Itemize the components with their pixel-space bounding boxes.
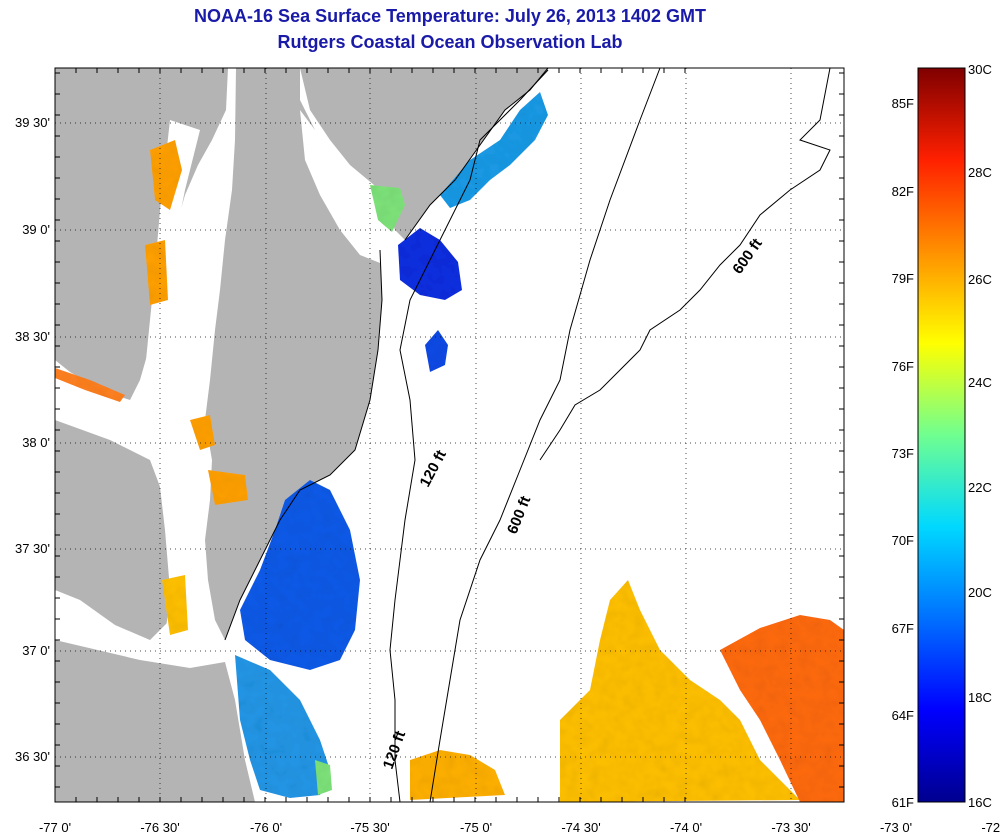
lat-label-39-0: 39 0'	[22, 222, 50, 237]
colorbar-label-85f: 85F	[892, 96, 914, 111]
colorbar-label-30c: 30C	[968, 62, 992, 77]
lat-label-37-30: 37 30'	[15, 541, 50, 556]
lon-label-76-0: -76 0'	[250, 820, 282, 835]
lat-label-38-30: 38 30'	[15, 329, 50, 344]
coastline-nj	[404, 68, 549, 241]
colorbar-label-24c: 24C	[968, 375, 992, 390]
land-norfolk	[55, 640, 255, 802]
land-western-shore-south	[55, 420, 175, 640]
sst-patch-cape-may	[398, 228, 462, 300]
colorbar-label-16c: 16C	[968, 795, 992, 810]
sst-patch-offshore-south	[410, 750, 505, 800]
sst-patch-offshore-warm	[720, 615, 844, 802]
lon-label-73-0: -73 0'	[880, 820, 912, 835]
colorbar-label-18c: 18C	[968, 690, 992, 705]
colorbar-label-22c: 22C	[968, 480, 992, 495]
colorbar-label-64f: 64F	[892, 708, 914, 723]
colorbar-label-70f: 70F	[892, 533, 914, 548]
map-title: NOAA-16 Sea Surface Temperature: July 26…	[194, 6, 706, 26]
coastline-delmarva	[224, 249, 383, 641]
colorbar-label-20c: 20C	[968, 585, 992, 600]
colorbar	[917, 67, 966, 803]
lon-label-72-30: -72 30'	[981, 820, 1000, 835]
sst-patch-potomac-warm	[55, 368, 125, 402]
lat-label-38-0: 38 0'	[22, 435, 50, 450]
sst-patch-nj-coast	[440, 92, 548, 208]
lon-label-74-0: -74 0'	[670, 820, 702, 835]
colorbar-label-26c: 26C	[968, 272, 992, 287]
sst-patch-virginia-coast	[235, 655, 330, 798]
lon-label-73-30: -73 30'	[771, 820, 810, 835]
contour-600ft-south	[429, 68, 661, 802]
lon-label-76-30: -76 30'	[140, 820, 179, 835]
colorbar-label-61f: 61F	[892, 795, 914, 810]
colorbar-label-76f: 76F	[892, 359, 914, 374]
sst-patch-bay-warm-1	[150, 140, 182, 210]
lat-label-36-30: 36 30'	[15, 749, 50, 764]
colorbar-label-79f: 79F	[892, 271, 914, 286]
map-subtitle: Rutgers Coastal Ocean Observation Lab	[277, 32, 623, 52]
lon-label-75-30: -75 30'	[350, 820, 389, 835]
sst-patch-delmarva-south	[240, 480, 360, 670]
colorbar-label-28c: 28C	[968, 165, 992, 180]
land-new-jersey	[300, 68, 548, 240]
sst-patch-bay-warm-2	[145, 240, 168, 305]
colorbar-label-82f: 82F	[892, 184, 914, 199]
sst-patch-delmarva-north	[425, 330, 448, 372]
contour-600ft-north	[539, 68, 831, 461]
lon-label-75-0: -75 0'	[460, 820, 492, 835]
sst-patch-bay-warm-5	[162, 575, 188, 635]
delaware-bay	[300, 110, 392, 265]
sst-patch-delaware-bay	[370, 185, 405, 232]
map-frame	[54, 67, 845, 803]
sst-patch-offshore-east	[560, 580, 800, 802]
lat-label-39-30: 39 30'	[15, 115, 50, 130]
sst-patch-bay-warm-4	[208, 470, 248, 505]
sst-patch-green-edge	[315, 760, 332, 795]
colorbar-label-67f: 67F	[892, 621, 914, 636]
lon-label-74-30: -74 30'	[561, 820, 600, 835]
contour-120ft	[389, 69, 549, 802]
colorbar-label-73f: 73F	[892, 446, 914, 461]
sst-patch-bay-warm-3	[190, 415, 215, 450]
lat-label-37-0: 37 0'	[22, 643, 50, 658]
lon-label-77-0: -77 0'	[39, 820, 71, 835]
